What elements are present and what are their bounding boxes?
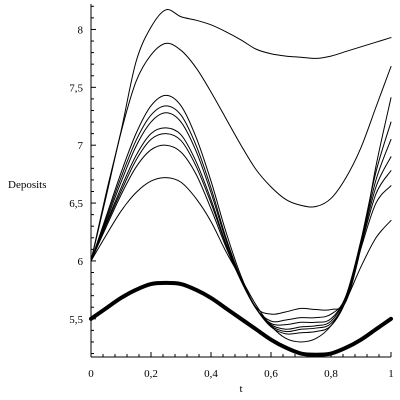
x-tick-label: 0,6	[264, 368, 278, 380]
y-tick-label: 7,5	[69, 82, 83, 94]
y-tick-label: 7	[78, 140, 84, 152]
x-tick-label: 0,8	[324, 368, 338, 380]
series-line-baseline	[89, 280, 393, 357]
series-layer	[89, 9, 393, 357]
x-tick-label: 0,4	[204, 368, 218, 380]
y-tick-label: 5,5	[69, 314, 83, 326]
series-line-9	[90, 177, 392, 343]
y-axis-label: Deposits	[8, 179, 47, 191]
x-tick-label: 0	[88, 368, 94, 380]
series-line-1	[90, 9, 392, 262]
x-tick-label: 0,2	[144, 368, 158, 380]
series-line-2	[90, 42, 392, 262]
series-line-8	[90, 144, 392, 335]
y-tick-label: 8	[78, 24, 84, 36]
x-tick-label: 1	[388, 368, 394, 380]
axes-layer: 5,5 6 6,5 7 7,5 8 0 0,2 0,4 0,6 0,8 1	[69, 4, 394, 380]
y-tick-label: 6,5	[69, 198, 83, 210]
y-tick-label: 6	[78, 256, 84, 268]
x-axis-label: t	[239, 383, 242, 395]
